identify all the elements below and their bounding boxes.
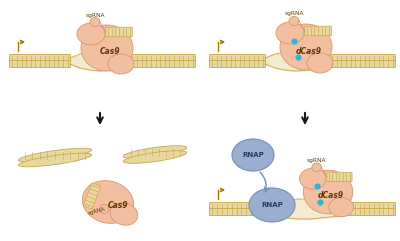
Ellipse shape <box>123 151 187 163</box>
Ellipse shape <box>300 168 326 189</box>
Ellipse shape <box>100 205 109 214</box>
Text: Cas9: Cas9 <box>100 47 120 56</box>
FancyBboxPatch shape <box>210 208 268 215</box>
Ellipse shape <box>77 23 105 45</box>
Text: Cas9: Cas9 <box>108 201 128 210</box>
Ellipse shape <box>90 18 100 27</box>
Text: sgRNA: sgRNA <box>307 158 326 163</box>
Text: sgRNA: sgRNA <box>87 206 106 216</box>
Ellipse shape <box>123 146 187 158</box>
FancyBboxPatch shape <box>327 172 352 181</box>
FancyBboxPatch shape <box>130 60 196 67</box>
FancyBboxPatch shape <box>324 54 396 61</box>
Ellipse shape <box>110 203 138 225</box>
Text: RNAP: RNAP <box>261 202 283 208</box>
FancyBboxPatch shape <box>348 208 396 215</box>
FancyBboxPatch shape <box>106 27 132 37</box>
Text: RNAP: RNAP <box>242 152 264 158</box>
FancyBboxPatch shape <box>305 26 331 36</box>
Ellipse shape <box>289 16 299 26</box>
Ellipse shape <box>329 198 354 217</box>
FancyBboxPatch shape <box>324 60 396 67</box>
Ellipse shape <box>307 53 333 73</box>
Text: sgRNA: sgRNA <box>284 12 304 16</box>
Ellipse shape <box>249 188 295 222</box>
Ellipse shape <box>303 170 353 214</box>
FancyBboxPatch shape <box>210 60 266 67</box>
Ellipse shape <box>276 22 304 44</box>
FancyBboxPatch shape <box>10 60 70 67</box>
FancyBboxPatch shape <box>130 54 196 61</box>
Ellipse shape <box>312 163 321 172</box>
Ellipse shape <box>82 181 134 223</box>
Ellipse shape <box>232 139 274 171</box>
Text: dCas9: dCas9 <box>318 191 344 200</box>
Ellipse shape <box>18 153 92 167</box>
FancyBboxPatch shape <box>83 183 101 209</box>
FancyBboxPatch shape <box>210 202 268 209</box>
Ellipse shape <box>81 25 133 71</box>
Text: dCas9: dCas9 <box>296 47 322 55</box>
FancyBboxPatch shape <box>10 54 70 61</box>
Ellipse shape <box>18 148 92 162</box>
Ellipse shape <box>280 24 332 70</box>
FancyBboxPatch shape <box>210 54 266 61</box>
Text: sgRNA: sgRNA <box>85 13 105 18</box>
FancyBboxPatch shape <box>348 202 396 209</box>
Ellipse shape <box>108 54 134 74</box>
